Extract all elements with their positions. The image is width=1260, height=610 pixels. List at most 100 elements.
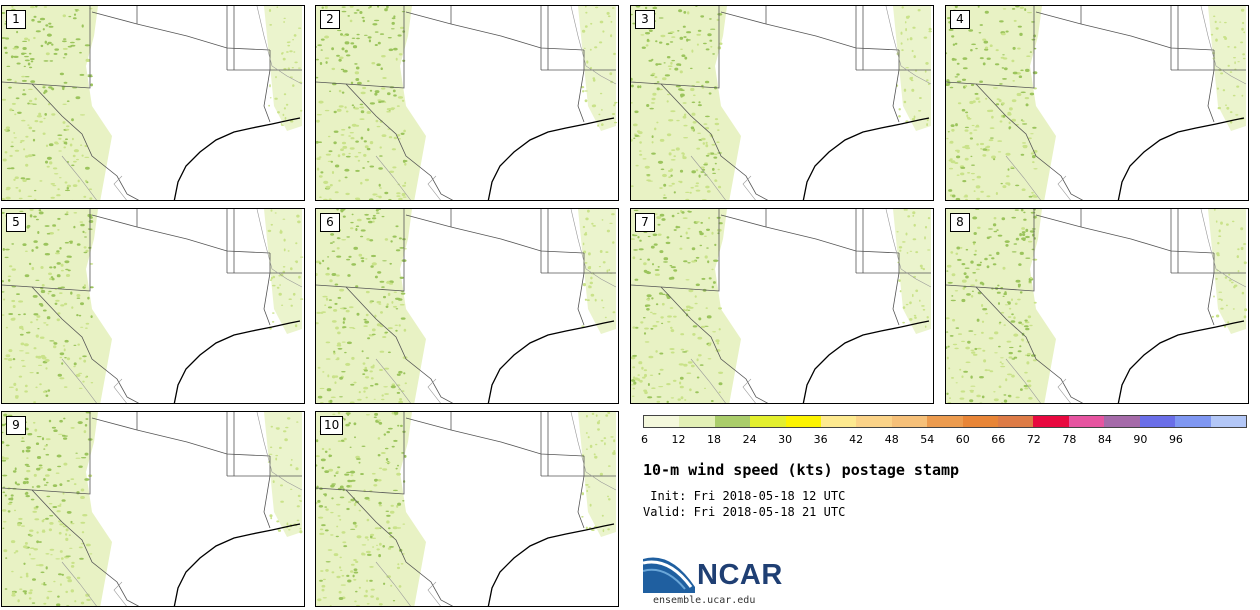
wind-speckle xyxy=(1015,237,1020,241)
wind-speckle xyxy=(1029,230,1035,233)
wind-speckle xyxy=(289,50,293,53)
wind-speckle xyxy=(1237,270,1240,273)
wind-speckle xyxy=(334,283,339,286)
wind-speckle xyxy=(296,519,300,522)
wind-speckle xyxy=(362,19,365,23)
river-line xyxy=(570,6,617,85)
wind-speckle xyxy=(48,503,53,505)
wind-speckle xyxy=(1009,346,1014,349)
wind-speckle xyxy=(64,53,68,56)
wind-speckle xyxy=(395,225,399,228)
river-line xyxy=(256,412,303,491)
wind-speckle xyxy=(364,366,368,370)
wind-speckle xyxy=(1022,144,1028,148)
wind-speckle xyxy=(43,242,49,246)
wind-speckle xyxy=(902,321,905,324)
wind-speckle xyxy=(324,6,328,9)
river-line xyxy=(1200,6,1247,85)
wind-speckle xyxy=(48,272,52,276)
wind-speckle xyxy=(51,277,55,281)
wind-speckle xyxy=(707,358,712,360)
wind-speckle xyxy=(369,566,374,568)
wind-speckle xyxy=(70,565,75,568)
wind-speckle xyxy=(363,594,368,598)
wind-speckle xyxy=(29,589,33,592)
wind-speckle xyxy=(631,395,635,397)
wind-speckle xyxy=(272,312,275,314)
wind-speckle xyxy=(45,394,49,397)
wind-speckle xyxy=(55,252,60,255)
wind-speckle xyxy=(659,352,664,355)
state-boundary xyxy=(2,81,33,85)
wind-speckle xyxy=(66,100,70,102)
wind-speckle xyxy=(39,383,42,386)
wind-speckle xyxy=(316,455,320,458)
wind-speckle xyxy=(949,158,953,161)
gulf-coastline xyxy=(173,320,301,403)
wind-speckle xyxy=(396,134,401,137)
wind-speckle xyxy=(713,259,719,262)
wind-speckle xyxy=(711,285,714,289)
wind-speckle xyxy=(351,104,355,107)
wind-speckle xyxy=(646,38,650,42)
wind-speckle xyxy=(909,250,913,252)
wind-speckle xyxy=(44,113,47,116)
wind-speckle xyxy=(1007,373,1012,376)
wind-speckle xyxy=(356,9,360,12)
wind-speckle xyxy=(290,304,293,307)
wind-speckle xyxy=(1019,6,1024,9)
wind-speckle xyxy=(369,239,374,242)
wind-speckle xyxy=(1000,56,1005,59)
wind-speckle xyxy=(657,266,660,268)
wind-speckle xyxy=(289,463,293,467)
wind-speckle xyxy=(73,160,77,163)
wind-speckle xyxy=(381,286,385,288)
wind-speckle xyxy=(598,420,601,422)
wind-speckle xyxy=(46,481,49,484)
gulf-coastline xyxy=(487,523,615,606)
wind-speckle xyxy=(385,510,390,512)
wind-speckle xyxy=(24,76,30,78)
wind-speckle xyxy=(909,37,913,41)
wind-speckle xyxy=(279,446,282,449)
wind-speckle xyxy=(1244,308,1248,312)
wind-speckle xyxy=(986,265,990,269)
wind-speckle xyxy=(955,149,960,152)
wind-speckle xyxy=(80,302,84,306)
wind-speckle xyxy=(1241,94,1244,97)
wind-speckle xyxy=(81,24,84,28)
wind-speckle xyxy=(21,119,26,122)
wind-speckle xyxy=(290,267,293,271)
wind-speckle xyxy=(4,588,8,590)
wind-speckle xyxy=(8,279,11,282)
wind-speckle xyxy=(669,265,673,267)
wind-speckle xyxy=(298,27,302,29)
member-number: 4 xyxy=(950,10,970,29)
wind-speckle xyxy=(401,192,406,197)
wind-speckle xyxy=(689,191,692,194)
wind-speckle xyxy=(644,6,648,10)
wind-speckle xyxy=(670,326,673,329)
wind-speckle xyxy=(316,140,319,144)
wind-speckle xyxy=(344,41,350,45)
wind-speckle xyxy=(83,246,87,249)
wind-speckle xyxy=(396,373,401,376)
wind-speckle xyxy=(51,426,57,429)
wind-speckle xyxy=(679,235,683,238)
wind-speckle xyxy=(11,6,14,8)
wind-speckle xyxy=(2,486,6,488)
wind-speckle xyxy=(376,301,382,304)
wind-speckle xyxy=(45,517,49,520)
wind-speckle xyxy=(333,141,337,145)
wind-speckle xyxy=(29,66,33,69)
wind-speckle xyxy=(35,564,41,566)
state-boundary xyxy=(31,286,140,403)
wind-speckle xyxy=(992,223,997,227)
wind-speckle xyxy=(76,158,79,161)
wind-speckle xyxy=(981,320,985,323)
state-boundary xyxy=(31,209,91,292)
wind-speckle xyxy=(320,570,324,572)
wind-speckle xyxy=(364,536,369,539)
wind-speckle xyxy=(374,92,378,96)
wind-speckle xyxy=(375,209,379,212)
